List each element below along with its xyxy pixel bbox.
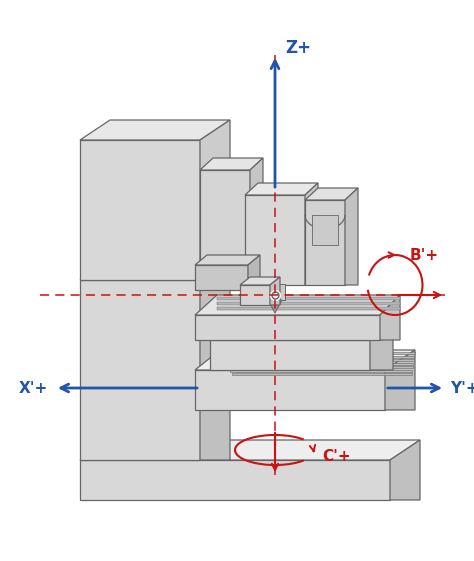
Polygon shape bbox=[217, 307, 400, 310]
Polygon shape bbox=[80, 440, 420, 460]
Polygon shape bbox=[224, 359, 414, 361]
Polygon shape bbox=[226, 362, 413, 365]
Polygon shape bbox=[200, 158, 263, 170]
Polygon shape bbox=[305, 183, 318, 285]
Polygon shape bbox=[80, 460, 390, 500]
Text: X'+: X'+ bbox=[19, 380, 48, 396]
Polygon shape bbox=[380, 295, 400, 340]
Polygon shape bbox=[314, 330, 330, 335]
Polygon shape bbox=[220, 352, 415, 354]
Text: Y'+: Y'+ bbox=[450, 380, 474, 396]
Polygon shape bbox=[248, 255, 260, 290]
Polygon shape bbox=[290, 329, 306, 333]
Polygon shape bbox=[195, 315, 380, 340]
Polygon shape bbox=[195, 350, 415, 370]
Polygon shape bbox=[217, 297, 400, 300]
Polygon shape bbox=[338, 333, 354, 337]
Polygon shape bbox=[222, 356, 414, 357]
Polygon shape bbox=[80, 260, 230, 280]
Polygon shape bbox=[232, 373, 412, 375]
Polygon shape bbox=[200, 170, 250, 285]
Polygon shape bbox=[80, 120, 230, 140]
Text: C'+: C'+ bbox=[322, 448, 351, 463]
Polygon shape bbox=[245, 183, 318, 195]
Polygon shape bbox=[195, 295, 400, 315]
Polygon shape bbox=[80, 140, 200, 280]
Polygon shape bbox=[305, 188, 358, 200]
Polygon shape bbox=[195, 265, 248, 290]
Polygon shape bbox=[268, 300, 282, 313]
Polygon shape bbox=[195, 255, 260, 265]
Polygon shape bbox=[390, 440, 420, 500]
Polygon shape bbox=[80, 280, 200, 460]
Polygon shape bbox=[230, 370, 412, 371]
Polygon shape bbox=[210, 320, 393, 340]
Polygon shape bbox=[217, 302, 400, 305]
Polygon shape bbox=[240, 285, 270, 305]
Polygon shape bbox=[370, 320, 393, 370]
Polygon shape bbox=[242, 324, 258, 329]
Polygon shape bbox=[218, 322, 234, 327]
Polygon shape bbox=[200, 260, 230, 460]
Polygon shape bbox=[250, 158, 263, 285]
Polygon shape bbox=[345, 188, 358, 285]
Text: B'+: B'+ bbox=[410, 247, 439, 263]
Polygon shape bbox=[210, 340, 370, 370]
Polygon shape bbox=[266, 327, 282, 331]
Polygon shape bbox=[270, 277, 280, 305]
Polygon shape bbox=[200, 120, 230, 280]
Polygon shape bbox=[312, 215, 338, 245]
Text: Z+: Z+ bbox=[285, 39, 311, 57]
Polygon shape bbox=[362, 335, 378, 339]
Polygon shape bbox=[245, 195, 305, 285]
Polygon shape bbox=[305, 200, 345, 285]
Polygon shape bbox=[265, 284, 285, 300]
Polygon shape bbox=[228, 366, 413, 368]
Polygon shape bbox=[385, 350, 415, 410]
Polygon shape bbox=[240, 277, 280, 285]
Polygon shape bbox=[195, 370, 385, 410]
